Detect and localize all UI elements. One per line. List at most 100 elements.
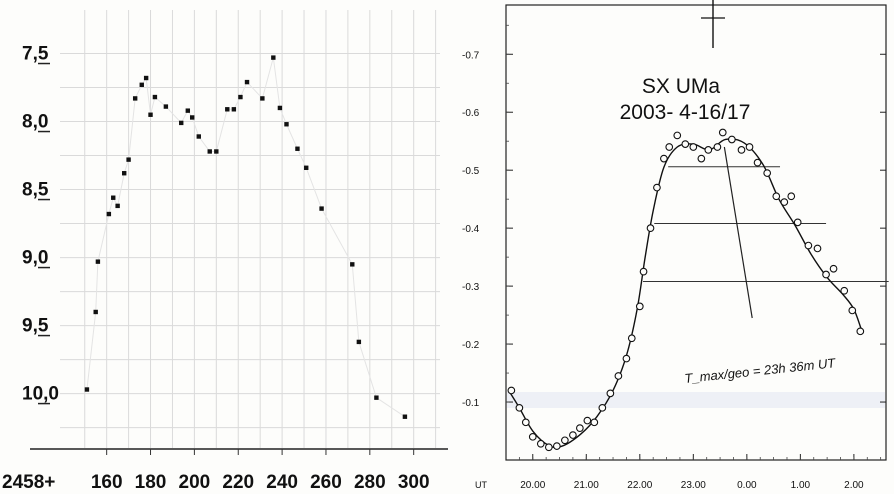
observation-point bbox=[614, 372, 623, 380]
bisector-line bbox=[723, 146, 753, 319]
data-point bbox=[231, 107, 237, 112]
data-point bbox=[284, 122, 289, 127]
x-tick-label: 260 bbox=[310, 472, 342, 493]
x-tick-label: 0.00 bbox=[737, 480, 757, 491]
observation-point bbox=[528, 432, 537, 441]
x-tick-label: 1.00 bbox=[791, 480, 811, 491]
y-tick-label: 10,0 bbox=[22, 384, 59, 405]
observation-point bbox=[576, 424, 584, 432]
observation-point bbox=[813, 244, 822, 253]
observation-point bbox=[829, 264, 838, 273]
data-point bbox=[106, 211, 112, 217]
x-tick-label: 300 bbox=[398, 472, 430, 493]
x-tick-label: 23.00 bbox=[681, 480, 706, 491]
data-point bbox=[207, 149, 212, 154]
data-point bbox=[214, 149, 219, 154]
data-point bbox=[115, 203, 120, 209]
x-tick-label: 240 bbox=[266, 472, 298, 493]
data-point bbox=[132, 96, 138, 101]
data-point bbox=[277, 105, 283, 111]
observation-point bbox=[848, 306, 857, 315]
observation-point bbox=[590, 418, 599, 427]
fit-curve bbox=[508, 138, 863, 449]
scan-stripe bbox=[507, 392, 885, 408]
data-point bbox=[126, 157, 131, 162]
x-tick-label: 200 bbox=[179, 472, 211, 493]
observation-point bbox=[639, 267, 648, 276]
observation-point bbox=[561, 436, 569, 445]
data-point bbox=[402, 414, 408, 419]
plot-frame bbox=[505, 4, 887, 461]
data-point bbox=[185, 108, 191, 113]
x-tick-label: 21.00 bbox=[574, 480, 599, 491]
observation-point bbox=[673, 131, 682, 140]
observation-point bbox=[515, 403, 524, 412]
observation-point bbox=[713, 143, 722, 151]
data-point bbox=[152, 94, 158, 100]
observation-point bbox=[840, 286, 849, 295]
data-point bbox=[374, 395, 379, 400]
x-tick-label: 220 bbox=[222, 472, 254, 493]
observation-point bbox=[822, 270, 830, 279]
data-point bbox=[95, 259, 101, 264]
data-point bbox=[244, 79, 250, 85]
observation-point bbox=[606, 389, 615, 398]
x-axis-label: UT bbox=[475, 480, 487, 490]
data-point bbox=[179, 120, 184, 126]
observation-point bbox=[704, 146, 713, 154]
x-tick-label: 160 bbox=[91, 472, 123, 493]
data-point bbox=[93, 309, 98, 315]
observation-point bbox=[772, 192, 781, 201]
y-tick-label: 8,0 bbox=[22, 112, 48, 133]
x-tick-label: 180 bbox=[135, 472, 167, 493]
observation-point bbox=[856, 327, 865, 336]
observation-point bbox=[780, 198, 789, 206]
data-point bbox=[350, 262, 355, 267]
observation-point bbox=[646, 224, 655, 233]
data-point bbox=[139, 82, 144, 88]
y-tick-label: -0.1 bbox=[462, 398, 480, 409]
observation-point bbox=[681, 140, 690, 148]
y-tick-label: -0.3 bbox=[462, 282, 480, 293]
observation-point bbox=[653, 183, 661, 192]
observation-point bbox=[552, 442, 561, 450]
data-point bbox=[111, 195, 116, 200]
y-tick-label: 9,0 bbox=[22, 248, 48, 269]
observation-point bbox=[745, 143, 754, 151]
data-point bbox=[238, 94, 243, 100]
observation-point bbox=[753, 158, 762, 167]
y-tick-label: -0.5 bbox=[462, 166, 480, 177]
observation-point bbox=[804, 241, 813, 250]
data-point bbox=[295, 146, 300, 151]
data-point bbox=[356, 339, 362, 345]
x-tick-label: 280 bbox=[354, 472, 386, 493]
data-point bbox=[148, 112, 153, 117]
observation-point bbox=[583, 416, 592, 425]
observation-point bbox=[622, 354, 631, 363]
y-tick-label: -0.6 bbox=[462, 108, 480, 119]
data-point bbox=[189, 115, 195, 120]
observation-point bbox=[635, 302, 644, 311]
x-tick-label: 2.00 bbox=[844, 480, 864, 491]
observation-point bbox=[728, 135, 736, 144]
observation-point bbox=[569, 431, 577, 439]
data-point bbox=[271, 55, 276, 60]
observation-point bbox=[737, 146, 746, 154]
observation-point bbox=[536, 439, 545, 448]
observation-point bbox=[793, 218, 802, 227]
observation-point bbox=[718, 128, 727, 137]
y-tick-label: 9,5 bbox=[22, 316, 49, 337]
data-point bbox=[319, 206, 324, 211]
observation-point bbox=[763, 169, 772, 177]
x-axis-prefix: 2458+ bbox=[2, 472, 55, 493]
light-curve-trace bbox=[86, 57, 406, 418]
data-point bbox=[84, 387, 90, 392]
data-point bbox=[196, 134, 201, 139]
y-tick-label: -0.7 bbox=[462, 50, 480, 61]
data-point bbox=[122, 171, 127, 176]
observation-point bbox=[627, 334, 636, 343]
y-tick-label: -0.4 bbox=[462, 224, 480, 235]
y-tick-label: 8,5 bbox=[22, 180, 49, 201]
observation-point bbox=[697, 154, 706, 163]
